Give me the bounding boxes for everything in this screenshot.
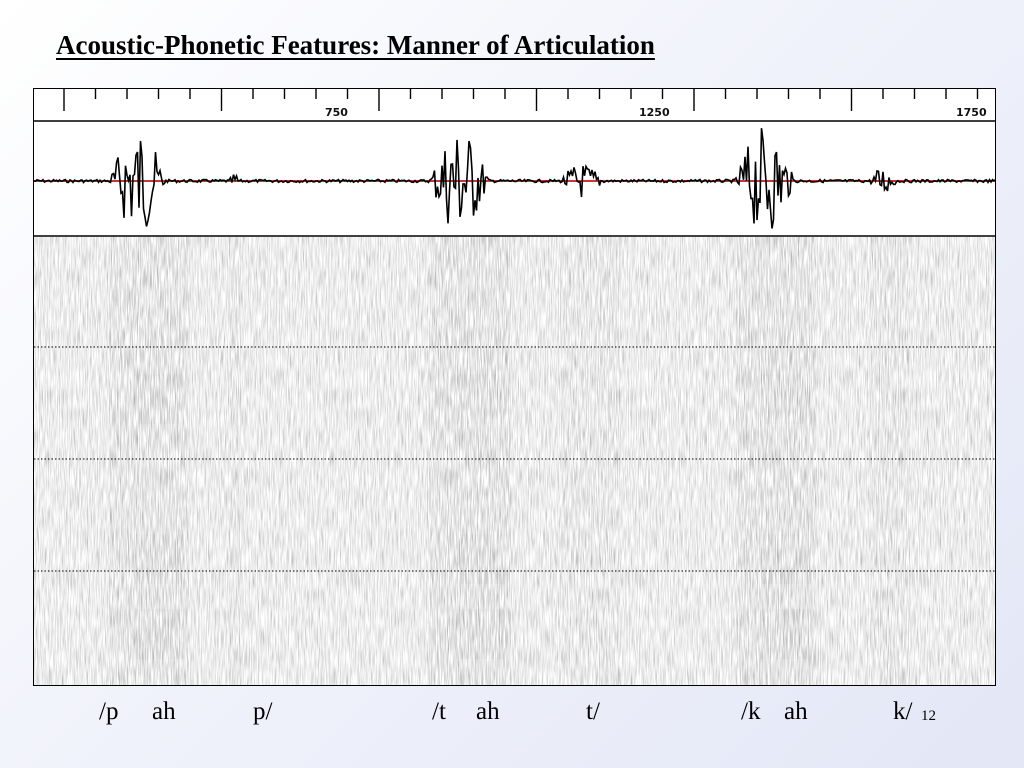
formant-region	[761, 609, 811, 659]
spectrogram-energy-band	[561, 237, 621, 685]
phone-label-k-onset: /k	[741, 698, 761, 725]
waveform-spectrogram-figure: 750 1250 1750	[33, 88, 996, 686]
spectrogram-energy-band	[229, 237, 241, 685]
phone-label-t-onset: /t	[432, 698, 446, 725]
slide-number: 12	[921, 708, 936, 724]
spectrogram-panel	[34, 237, 995, 685]
formant-region	[134, 609, 184, 659]
formant-region	[761, 374, 811, 424]
ruler-label-750: 750	[325, 106, 348, 119]
waveform-trace	[34, 128, 995, 229]
phone-label-p-onset: /p	[99, 698, 119, 725]
time-ruler: 750 1250 1750	[34, 89, 995, 122]
formant-region	[454, 609, 506, 659]
phone-label-ah-2: ah	[476, 698, 500, 725]
formant-region	[454, 534, 506, 584]
figure-canvas: 750 1250 1750	[34, 89, 995, 685]
ruler-label-1750: 1750	[956, 106, 987, 119]
spectrogram-energy-band	[870, 237, 910, 685]
formant-region	[134, 374, 184, 424]
phone-label-k-coda: k/	[893, 698, 913, 725]
formant-region	[454, 374, 506, 424]
slide-title: Acoustic-Phonetic Features: Manner of Ar…	[56, 30, 655, 60]
formant-region	[761, 534, 811, 584]
formant-region	[134, 534, 184, 584]
spectrogram-background	[34, 237, 995, 685]
ruler-label-1250: 1250	[639, 106, 670, 119]
phone-label-ah-3: ah	[784, 698, 808, 725]
phone-label-p-coda: p/	[253, 698, 273, 725]
phone-label-ah-1: ah	[152, 698, 176, 725]
phone-label-t-coda: t/	[586, 698, 600, 725]
waveform-panel	[34, 128, 995, 237]
